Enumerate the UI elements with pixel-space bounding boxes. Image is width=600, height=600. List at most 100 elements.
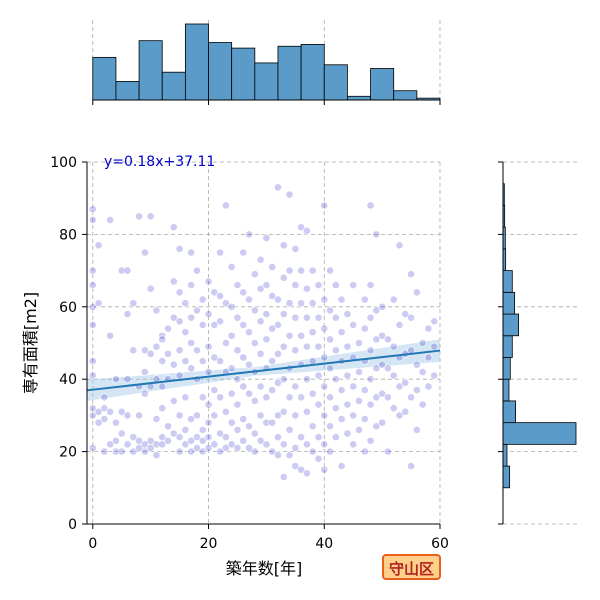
scatter-point	[164, 422, 172, 431]
scatter-point	[135, 444, 143, 452]
scatter-point	[407, 462, 415, 470]
scatter-point	[320, 295, 329, 304]
scatter-point	[221, 444, 230, 452]
scatter-point	[372, 422, 381, 431]
y-tick-label: 100	[50, 155, 77, 171]
scatter-point	[88, 302, 97, 311]
scatter-point	[204, 418, 213, 427]
scatter-point	[337, 295, 346, 304]
right-hist-bar	[502, 270, 513, 293]
y-tick-label: 40	[59, 372, 77, 388]
scatter-point	[140, 346, 149, 355]
scatter-point	[140, 368, 149, 376]
scatter-point	[227, 418, 236, 427]
scatter-point	[314, 433, 323, 442]
scatter-point	[88, 320, 97, 329]
scatter-point	[198, 320, 207, 329]
right-hist-bar	[502, 378, 510, 402]
scatter-point	[384, 364, 392, 373]
scatter-point	[274, 320, 282, 329]
scatter-point	[355, 368, 363, 376]
scatter-point	[326, 422, 334, 431]
scatter-point	[135, 411, 143, 420]
scatter-point	[187, 339, 196, 347]
scatter-point	[158, 440, 167, 449]
right-hist-bar	[502, 291, 516, 315]
scatter-point	[291, 382, 300, 391]
scatter-point	[308, 447, 317, 456]
scatter-point	[175, 317, 184, 326]
scatter-point	[285, 299, 294, 308]
top-hist-bar	[254, 62, 279, 101]
scatter-point	[112, 375, 120, 384]
scatter-point	[337, 328, 346, 337]
scatter-point	[250, 447, 259, 456]
scatter-point	[187, 313, 196, 322]
scatter-point	[285, 425, 294, 434]
scatter-point	[430, 317, 439, 326]
scatter-point	[349, 411, 358, 420]
scatter-point	[360, 447, 369, 456]
scatter-point	[412, 425, 421, 434]
scatter-point	[285, 331, 294, 340]
scatter-point	[146, 444, 155, 452]
scatter-point	[320, 353, 329, 362]
scatter-point	[297, 465, 306, 474]
scatter-point	[204, 342, 213, 351]
scatter-point	[204, 433, 213, 442]
scatter-point	[331, 281, 340, 289]
scatter-point	[245, 328, 253, 337]
scatter-point	[372, 335, 381, 344]
scatter-point	[262, 393, 271, 402]
scatter-point	[366, 346, 375, 355]
scatter-point	[372, 230, 381, 239]
scatter-point	[291, 462, 300, 470]
scatter-point	[308, 266, 317, 275]
scatter-point	[303, 226, 311, 235]
scatter-point	[181, 440, 190, 449]
scatter-point	[169, 313, 178, 322]
scatter-point	[384, 393, 392, 402]
scatter-point	[193, 444, 201, 452]
scatter-point	[320, 440, 329, 449]
scatter-point	[303, 313, 311, 322]
scatter-point	[297, 433, 306, 442]
right-hist-bar	[502, 422, 577, 445]
y-tick-label: 60	[59, 300, 77, 316]
scatter-point	[233, 425, 242, 434]
scatter-point	[389, 404, 398, 413]
scatter-point	[210, 440, 219, 449]
scatter-point	[175, 411, 184, 420]
scatter-point	[256, 382, 265, 391]
scatter-point	[129, 299, 138, 308]
scatter-point	[314, 371, 323, 380]
scatter-point	[407, 270, 415, 279]
x-tick-label: 40	[315, 536, 333, 552]
scatter-point	[349, 382, 358, 391]
scatter-point	[372, 306, 381, 315]
scatter-point	[169, 397, 178, 405]
scatter-point	[424, 382, 433, 391]
scatter-point	[129, 433, 138, 442]
scatter-point	[268, 263, 277, 271]
scatter-point	[175, 433, 184, 442]
scatter-point	[216, 393, 224, 402]
scatter-point	[198, 447, 207, 456]
scatter-point	[418, 339, 427, 347]
scatter-point	[303, 469, 311, 478]
scatter-point	[198, 295, 207, 304]
scatter-point	[100, 404, 109, 413]
top-hist-ticks	[92, 100, 441, 105]
scatter-point	[366, 400, 375, 409]
top-hist-bars	[92, 23, 441, 101]
scatter-point	[187, 281, 196, 289]
scatter-point	[250, 339, 259, 347]
right-hist-bars	[502, 183, 577, 489]
scatter-point	[210, 353, 219, 362]
scatter-point	[100, 415, 109, 423]
scatter-point	[297, 299, 306, 308]
scatter-point	[262, 281, 271, 289]
scatter-point	[360, 295, 369, 304]
scatter-point	[378, 360, 387, 369]
scatter-point	[366, 201, 375, 210]
